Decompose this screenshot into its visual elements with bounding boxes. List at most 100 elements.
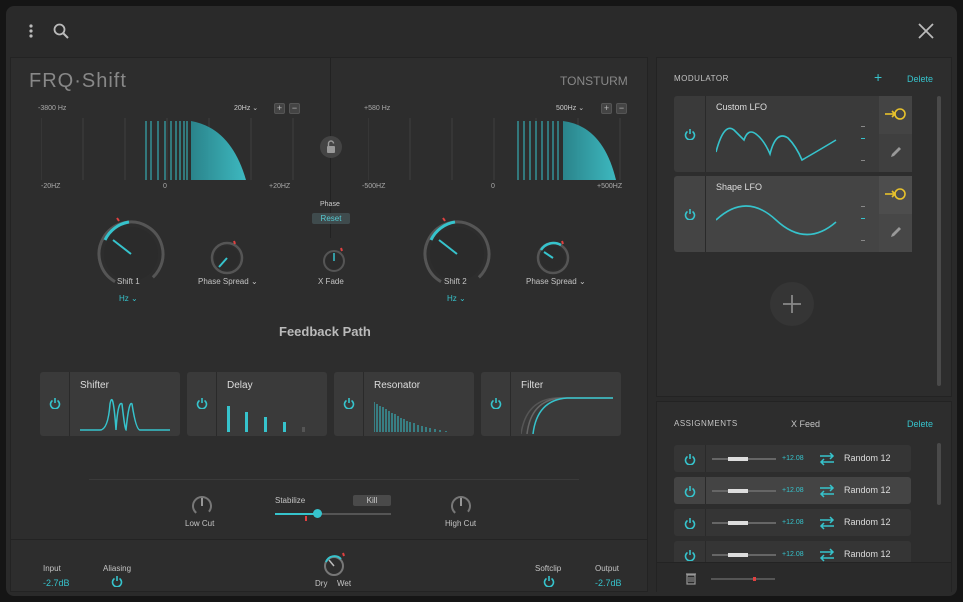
add-modulator-button[interactable]: + <box>874 69 883 85</box>
left-range-select[interactable]: 20Hz ⌄ <box>234 105 259 112</box>
assignments-panel: ASSIGNMENTS X Feed Delete +12.08 Random … <box>656 401 952 592</box>
left-plus-button[interactable]: + <box>274 103 285 114</box>
delete-assignment-button[interactable]: Delete <box>907 419 934 429</box>
effect-filter[interactable]: Filter <box>481 372 621 436</box>
trash-icon[interactable] <box>686 572 696 585</box>
right-tick-min: -500HZ <box>362 183 386 190</box>
assignments-title: ASSIGNMENTS <box>674 419 738 428</box>
right-freq-value[interactable]: +580 Hz <box>364 105 391 112</box>
power-button[interactable] <box>674 509 706 536</box>
chevron-down-icon: ⌄ <box>250 277 258 286</box>
right-plus-button[interactable]: + <box>601 103 612 114</box>
chevron-down-icon: ⌄ <box>252 105 259 112</box>
stabilize-handle[interactable] <box>313 509 322 518</box>
dry-wet-knob[interactable] <box>321 552 349 576</box>
swap-icon[interactable] <box>819 484 835 498</box>
xfade-knob[interactable] <box>319 245 349 275</box>
edit-button[interactable] <box>879 134 912 172</box>
edit-button[interactable] <box>879 214 912 252</box>
power-button[interactable] <box>674 477 706 504</box>
assignment-row[interactable]: +12.08 Random 12 <box>674 445 911 472</box>
delete-modulator-button[interactable]: Delete <box>907 74 934 84</box>
resonator-graph <box>374 402 447 432</box>
menu-dots-icon[interactable] <box>26 23 36 39</box>
power-icon[interactable] <box>543 575 555 587</box>
effect-name: Resonator <box>374 380 421 391</box>
shift2-label: Shift 2 <box>444 277 467 286</box>
spread1-knob[interactable] <box>207 236 247 276</box>
close-icon[interactable] <box>918 23 934 39</box>
amount-slider[interactable] <box>712 521 776 525</box>
top-bar <box>6 6 957 56</box>
effect-delay[interactable]: Delay <box>187 372 327 436</box>
left-tick-zero: 0 <box>163 183 167 190</box>
modulator-item-shape-lfo[interactable]: Shape LFO <box>674 176 912 252</box>
power-icon <box>490 398 502 410</box>
assignment-row[interactable]: +12.08 Random 12 <box>674 477 911 504</box>
search-icon[interactable] <box>53 23 69 39</box>
power-icon <box>684 550 696 562</box>
assignment-target: X Feed <box>791 419 821 429</box>
left-minus-button[interactable]: − <box>289 103 300 114</box>
power-button[interactable] <box>674 445 706 472</box>
low-cut-knob[interactable] <box>189 493 215 517</box>
effect-name: Filter <box>521 380 544 391</box>
pencil-icon <box>891 227 901 237</box>
shift2-unit-select[interactable]: Hz ⌄ <box>447 294 466 303</box>
link-icon <box>885 188 906 200</box>
right-range-select[interactable]: 500Hz ⌄ <box>556 105 585 112</box>
power-button[interactable] <box>481 372 511 436</box>
swap-icon[interactable] <box>819 548 835 562</box>
scrollbar[interactable] <box>937 96 941 386</box>
shift1-knob[interactable] <box>91 210 173 292</box>
kill-button[interactable]: Kill <box>353 495 391 506</box>
phase-label: Phase <box>320 201 340 208</box>
effect-shifter[interactable]: Shifter <box>40 372 180 436</box>
effect-name: Delay <box>227 380 253 391</box>
scrollbar[interactable] <box>937 443 941 505</box>
amount-slider[interactable] <box>712 457 776 461</box>
modulator-name: Custom LFO <box>716 102 768 112</box>
effect-resonator[interactable]: Resonator <box>334 372 474 436</box>
power-icon <box>49 398 61 410</box>
dry-label: Dry <box>315 579 328 588</box>
spread1-label[interactable]: Phase Spread ⌄ <box>198 277 258 286</box>
modulator-item-custom-lfo[interactable]: Custom LFO <box>674 96 912 172</box>
mini-slider[interactable] <box>711 577 775 581</box>
power-button[interactable] <box>674 176 706 252</box>
assignment-row[interactable]: +12.08 Random 12 <box>674 509 911 536</box>
add-modulator-large-button[interactable] <box>770 282 814 326</box>
right-minus-button[interactable]: − <box>616 103 627 114</box>
output-value[interactable]: -2.7dB <box>595 578 622 588</box>
amount-slider[interactable] <box>712 553 776 557</box>
power-button[interactable] <box>187 372 217 436</box>
shift2-knob[interactable] <box>417 210 499 292</box>
shift1-unit-select[interactable]: Hz ⌄ <box>119 294 138 303</box>
left-freq-value[interactable]: -3800 Hz <box>38 105 67 112</box>
link-button[interactable] <box>879 176 912 214</box>
spread2-label[interactable]: Phase Spread ⌄ <box>526 277 586 286</box>
assignments-footer <box>657 562 951 592</box>
amount-slider[interactable] <box>712 489 776 493</box>
source-name: Random 12 <box>844 485 891 495</box>
power-button[interactable] <box>334 372 364 436</box>
swap-icon[interactable] <box>819 516 835 530</box>
power-icon[interactable] <box>111 575 123 587</box>
tick <box>861 126 865 127</box>
phase-reset-button[interactable]: Reset <box>312 213 350 224</box>
link-button[interactable] <box>879 96 912 134</box>
lock-button[interactable] <box>320 136 342 158</box>
output-label: Output <box>595 564 620 573</box>
input-value[interactable]: -2.7dB <box>43 578 70 588</box>
link-icon <box>885 108 906 120</box>
chevron-down-icon: ⌄ <box>131 294 138 303</box>
chevron-down-icon: ⌄ <box>459 294 466 303</box>
power-icon <box>684 129 696 141</box>
power-button[interactable] <box>674 541 706 568</box>
power-button[interactable] <box>40 372 70 436</box>
stabilize-slider[interactable] <box>275 509 391 521</box>
spread2-knob[interactable] <box>533 236 573 276</box>
swap-icon[interactable] <box>819 452 835 466</box>
power-button[interactable] <box>674 96 706 172</box>
high-cut-knob[interactable] <box>448 493 474 517</box>
